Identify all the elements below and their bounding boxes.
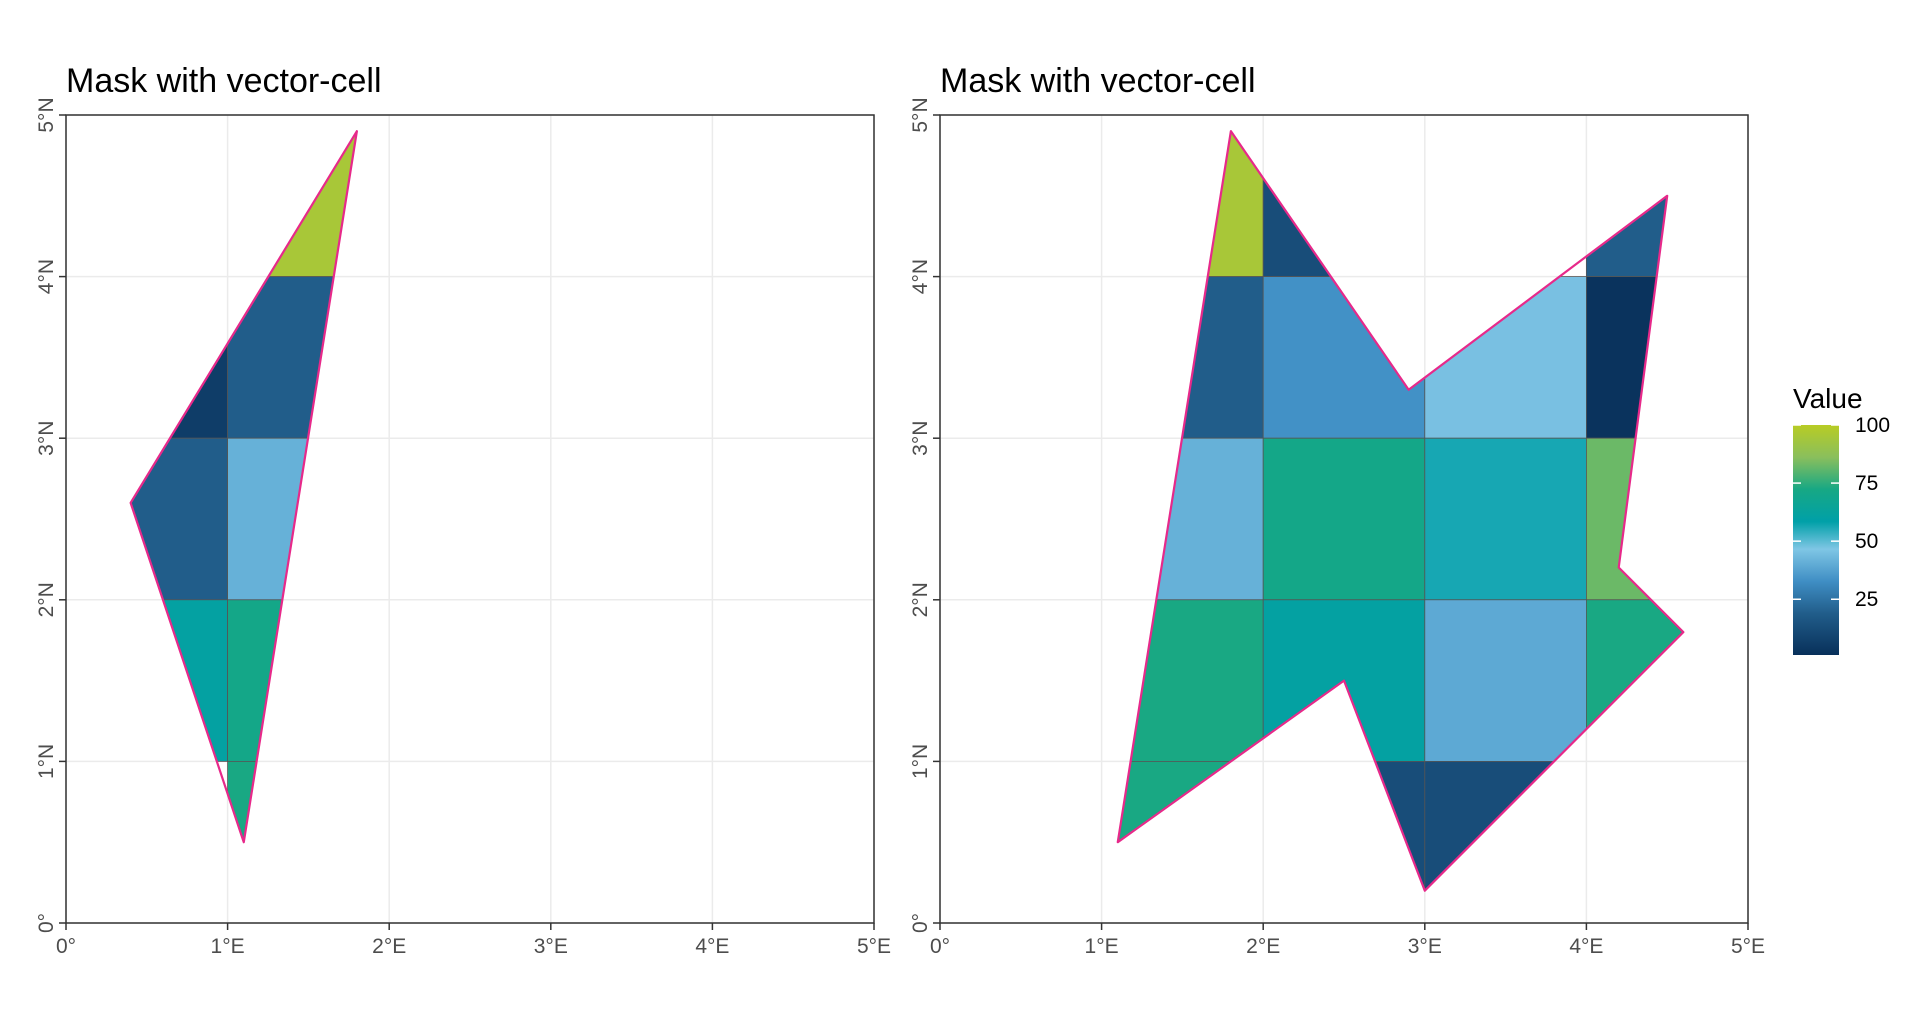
legend-title: Value [1793, 383, 1863, 414]
mask-polygon-outline [1116, 130, 1685, 892]
raster-cell-4-1 [1586, 599, 1684, 762]
x-tick-label-2: 2°E [1246, 935, 1280, 958]
raster-cell-1-2 [227, 437, 357, 601]
y-tick-label-5: 5°N [35, 97, 58, 132]
raster-cell-1-1 [227, 599, 357, 762]
raster-cell-0-1 [130, 599, 229, 762]
raster-cell-0-2 [130, 437, 229, 601]
x-tick-label-1: 1°E [1085, 935, 1119, 958]
color-legend: Value 25 50 75 100 [1793, 383, 1890, 655]
right-polygon [1116, 130, 1685, 892]
raster-cell-3-1 [1424, 599, 1587, 762]
panel-border [939, 114, 1749, 924]
left-panel-title: Mask with vector-cell [66, 62, 382, 100]
y-tick-label-4: 4°N [35, 259, 58, 294]
y-tick-label-4: 4°N [909, 259, 932, 294]
raster-cell-2-4 [1262, 131, 1426, 278]
raster-cell-2-0 [1262, 761, 1426, 891]
y-tick-label-3: 3°N [35, 421, 58, 456]
legend-tick-label-1: 50 [1855, 530, 1878, 553]
left-map-panel: Mask with vector-cell 0° 1°E 2°E 3°E 4°E 5°E0… [35, 62, 891, 958]
panel-border [65, 114, 875, 924]
x-tick-label-3: 3°E [534, 935, 568, 958]
raster-cell-2-3 [1262, 276, 1426, 439]
y-tick-label-2: 2°N [909, 582, 932, 617]
y-tick-label-3: 3°N [909, 421, 932, 456]
left-axes: 0° 1°E 2°E 3°E 4°E 5°E 0° 1°N 2°N 3°N 4°N 5°N [35, 97, 891, 958]
y-tick-label-1: 1°N [35, 744, 58, 779]
mask-polygon-outline [129, 130, 358, 844]
x-tick-label-0: 0° [930, 935, 950, 958]
x-tick-label-2: 2°E [372, 935, 406, 958]
legend-tick-label-0: 25 [1855, 588, 1878, 611]
legend-tick-label-2: 75 [1855, 472, 1878, 495]
y-tick-label-2: 2°N [35, 582, 58, 617]
left-polygon [129, 130, 358, 844]
x-tick-label-3: 3°E [1408, 935, 1442, 958]
x-tick-label-4: 4°E [1569, 935, 1603, 958]
y-tick-label-5: 5°N [909, 97, 932, 132]
legend-colorbar [1793, 425, 1839, 655]
raster-cell-1-3 [227, 276, 357, 439]
raster-cell-4-3 [1586, 276, 1684, 439]
raster-cell-3-0 [1424, 761, 1587, 891]
x-tick-label-5: 5°E [1731, 935, 1765, 958]
raster-cell-2-2 [1262, 437, 1426, 601]
x-tick-label-4: 4°E [695, 935, 729, 958]
y-tick-label-0: 0° [909, 913, 932, 933]
x-tick-label-1: 1°E [211, 935, 245, 958]
raster-cell-0-3 [130, 276, 229, 439]
y-tick-label-0: 0° [35, 913, 58, 933]
raster-cell-3-2 [1424, 437, 1587, 601]
right-panel-title: Mask with vector-cell [940, 62, 1256, 100]
right-axes: 0° 1°E 2°E 3°E 4°E 5°E 0° 1°N 2°N 3°N 4°N 5°N [909, 97, 1765, 958]
raster-cell-1-4 [1117, 131, 1264, 278]
right-map-panel: Mask with vector-cell 0° 1°E 2°E 3°E 4°E 5°E0… [909, 62, 1765, 958]
raster-cell-1-1 [1117, 599, 1264, 762]
raster-cell-1-2 [1117, 437, 1264, 601]
x-tick-label-0: 0° [56, 935, 76, 958]
raster-cell-4-2 [1586, 437, 1684, 601]
raster-cell-1-3 [1117, 276, 1264, 439]
raster-cell-3-3 [1424, 276, 1587, 439]
raster-cell-1-4 [227, 131, 357, 278]
y-tick-label-1: 1°N [909, 744, 932, 779]
legend-tick-label-3: 100 [1855, 414, 1890, 437]
x-tick-label-5: 5°E [857, 935, 891, 958]
legend-ticks: 25 50 75 100 [1793, 414, 1890, 611]
